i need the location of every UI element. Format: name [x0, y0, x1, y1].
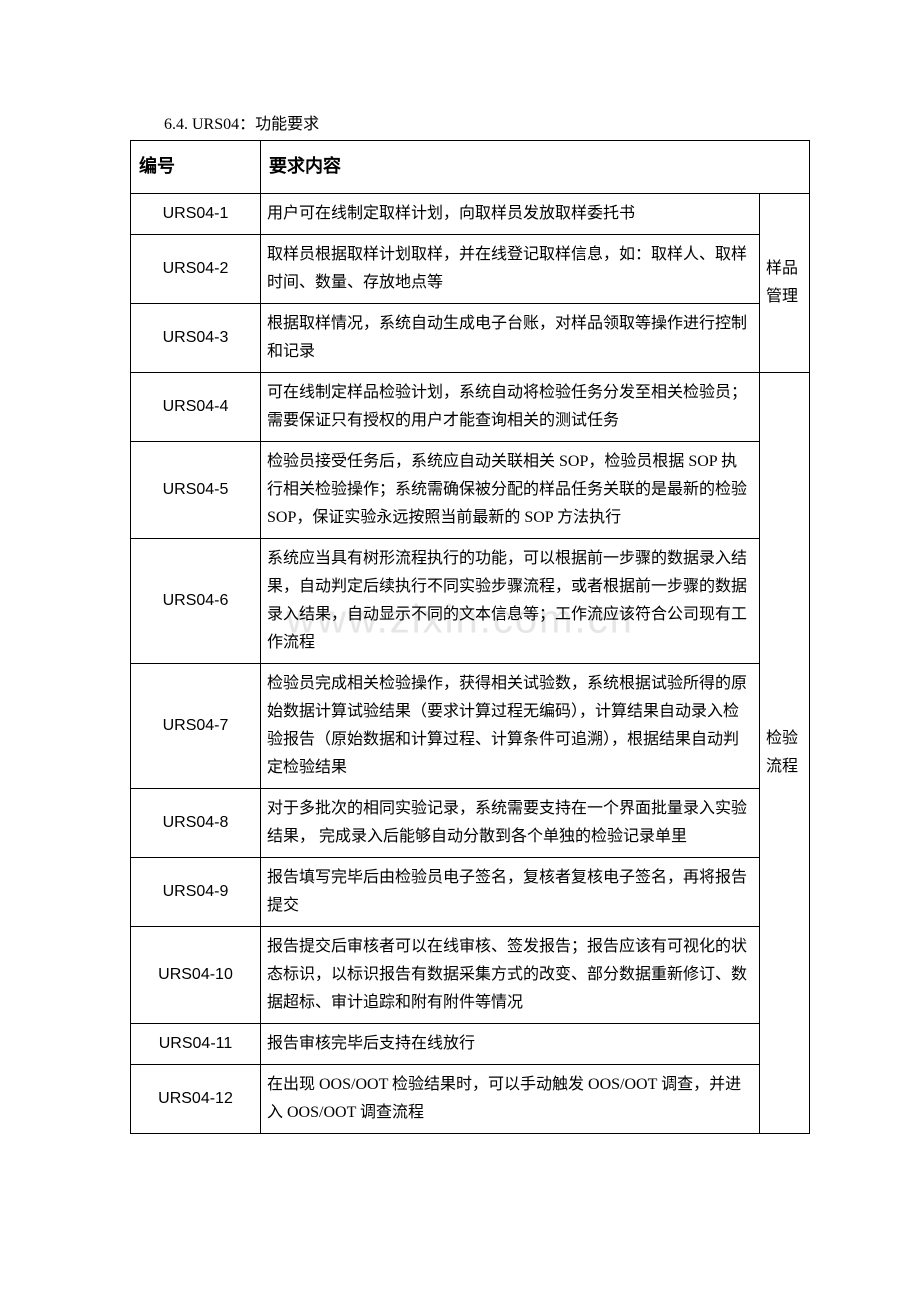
cell-content: 报告填写完毕后由检验员电子签名，复核者复核电子签名，再将报告提交 — [261, 857, 760, 926]
cell-content: 取样员根据取样计划取样，并在线登记取样信息，如：取样人、取样时间、数量、存放地点… — [261, 234, 760, 303]
cell-id: URS04-6 — [131, 538, 261, 663]
table-row: URS04-11 报告审核完毕后支持在线放行 — [131, 1023, 810, 1064]
cell-content: 对于多批次的相同实验记录，系统需要支持在一个界面批量录入实验结果， 完成录入后能… — [261, 788, 760, 857]
document-page: www.zixin.com.cn 6.4. URS04：功能要求 编号 要求内容… — [0, 0, 920, 1302]
col-header-content: 要求内容 — [261, 141, 810, 194]
cell-content: 根据取样情况，系统自动生成电子台账，对样品领取等操作进行控制和记录 — [261, 303, 760, 372]
table-row: URS04-5 检验员接受任务后，系统应自动关联相关 SOP，检验员根据 SOP… — [131, 441, 810, 538]
table-row: URS04-6 系统应当具有树形流程执行的功能，可以根据前一步骤的数据录入结果，… — [131, 538, 810, 663]
table-row: URS04-4 可在线制定样品检验计划，系统自动将检验任务分发至相关检验员；需要… — [131, 372, 810, 441]
cell-id: URS04-5 — [131, 441, 261, 538]
cell-content: 系统应当具有树形流程执行的功能，可以根据前一步骤的数据录入结果，自动判定后续执行… — [261, 538, 760, 663]
table-row: URS04-8 对于多批次的相同实验记录，系统需要支持在一个界面批量录入实验结果… — [131, 788, 810, 857]
cell-id: URS04-1 — [131, 193, 261, 234]
cell-id: URS04-4 — [131, 372, 261, 441]
cell-content: 报告审核完毕后支持在线放行 — [261, 1023, 760, 1064]
table-row: URS04-3 根据取样情况，系统自动生成电子台账，对样品领取等操作进行控制和记… — [131, 303, 810, 372]
table-row: URS04-9 报告填写完毕后由检验员电子签名，复核者复核电子签名，再将报告提交 — [131, 857, 810, 926]
cell-content: 在出现 OOS/OOT 检验结果时，可以手动触发 OOS/OOT 调查，并进入 … — [261, 1064, 760, 1133]
cell-id: URS04-8 — [131, 788, 261, 857]
table-row: URS04-10 报告提交后审核者可以在线审核、签发报告；报告应该有可视化的状态… — [131, 926, 810, 1023]
requirements-table: 编号 要求内容 URS04-1 用户可在线制定取样计划，向取样员发放取样委托书 … — [130, 140, 810, 1134]
cell-id: URS04-11 — [131, 1023, 261, 1064]
cell-content: 用户可在线制定取样计划，向取样员发放取样委托书 — [261, 193, 760, 234]
col-header-id: 编号 — [131, 141, 261, 194]
cell-id: URS04-10 — [131, 926, 261, 1023]
cell-id: URS04-2 — [131, 234, 261, 303]
cell-id: URS04-9 — [131, 857, 261, 926]
table-header-row: 编号 要求内容 — [131, 141, 810, 194]
table-row: URS04-1 用户可在线制定取样计划，向取样员发放取样委托书 样品管理 — [131, 193, 810, 234]
cell-id: URS04-12 — [131, 1064, 261, 1133]
cell-content: 检验员完成相关检验操作，获得相关试验数，系统根据试验所得的原始数据计算试验结果（… — [261, 663, 760, 788]
cell-id: URS04-7 — [131, 663, 261, 788]
cell-content: 可在线制定样品检验计划，系统自动将检验任务分发至相关检验员；需要保证只有授权的用… — [261, 372, 760, 441]
cell-content: 检验员接受任务后，系统应自动关联相关 SOP，检验员根据 SOP 执行相关检验操… — [261, 441, 760, 538]
cell-content: 报告提交后审核者可以在线审核、签发报告；报告应该有可视化的状态标识，以标识报告有… — [261, 926, 760, 1023]
cell-category-inspection-flow: 检验流程 — [760, 372, 810, 1133]
table-row: URS04-2 取样员根据取样计划取样，并在线登记取样信息，如：取样人、取样时间… — [131, 234, 810, 303]
table-row: URS04-12 在出现 OOS/OOT 检验结果时，可以手动触发 OOS/OO… — [131, 1064, 810, 1133]
cell-id: URS04-3 — [131, 303, 261, 372]
table-row: URS04-7 检验员完成相关检验操作，获得相关试验数，系统根据试验所得的原始数… — [131, 663, 810, 788]
section-heading: 6.4. URS04：功能要求 — [164, 110, 810, 134]
cell-category-sample-mgmt: 样品管理 — [760, 193, 810, 372]
